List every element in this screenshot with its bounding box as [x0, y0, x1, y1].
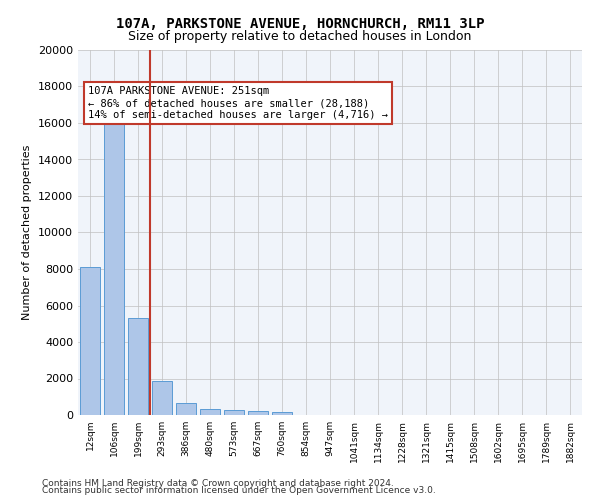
- Bar: [176, 403, 196, 415]
- Y-axis label: Number of detached properties: Number of detached properties: [22, 145, 32, 320]
- Bar: [128, 318, 148, 415]
- Bar: [80, 267, 100, 415]
- Bar: [272, 412, 292, 415]
- Text: 107A PARKSTONE AVENUE: 251sqm
← 86% of detached houses are smaller (28,188)
14% : 107A PARKSTONE AVENUE: 251sqm ← 86% of d…: [88, 86, 388, 120]
- Bar: [104, 114, 124, 415]
- Text: Size of property relative to detached houses in London: Size of property relative to detached ho…: [128, 30, 472, 43]
- Text: Contains public sector information licensed under the Open Government Licence v3: Contains public sector information licen…: [42, 486, 436, 495]
- Bar: [248, 411, 268, 415]
- Bar: [152, 381, 172, 415]
- Text: 107A, PARKSTONE AVENUE, HORNCHURCH, RM11 3LP: 107A, PARKSTONE AVENUE, HORNCHURCH, RM11…: [116, 18, 484, 32]
- Bar: [200, 408, 220, 415]
- Text: Contains HM Land Registry data © Crown copyright and database right 2024.: Contains HM Land Registry data © Crown c…: [42, 478, 394, 488]
- Bar: [224, 410, 244, 415]
